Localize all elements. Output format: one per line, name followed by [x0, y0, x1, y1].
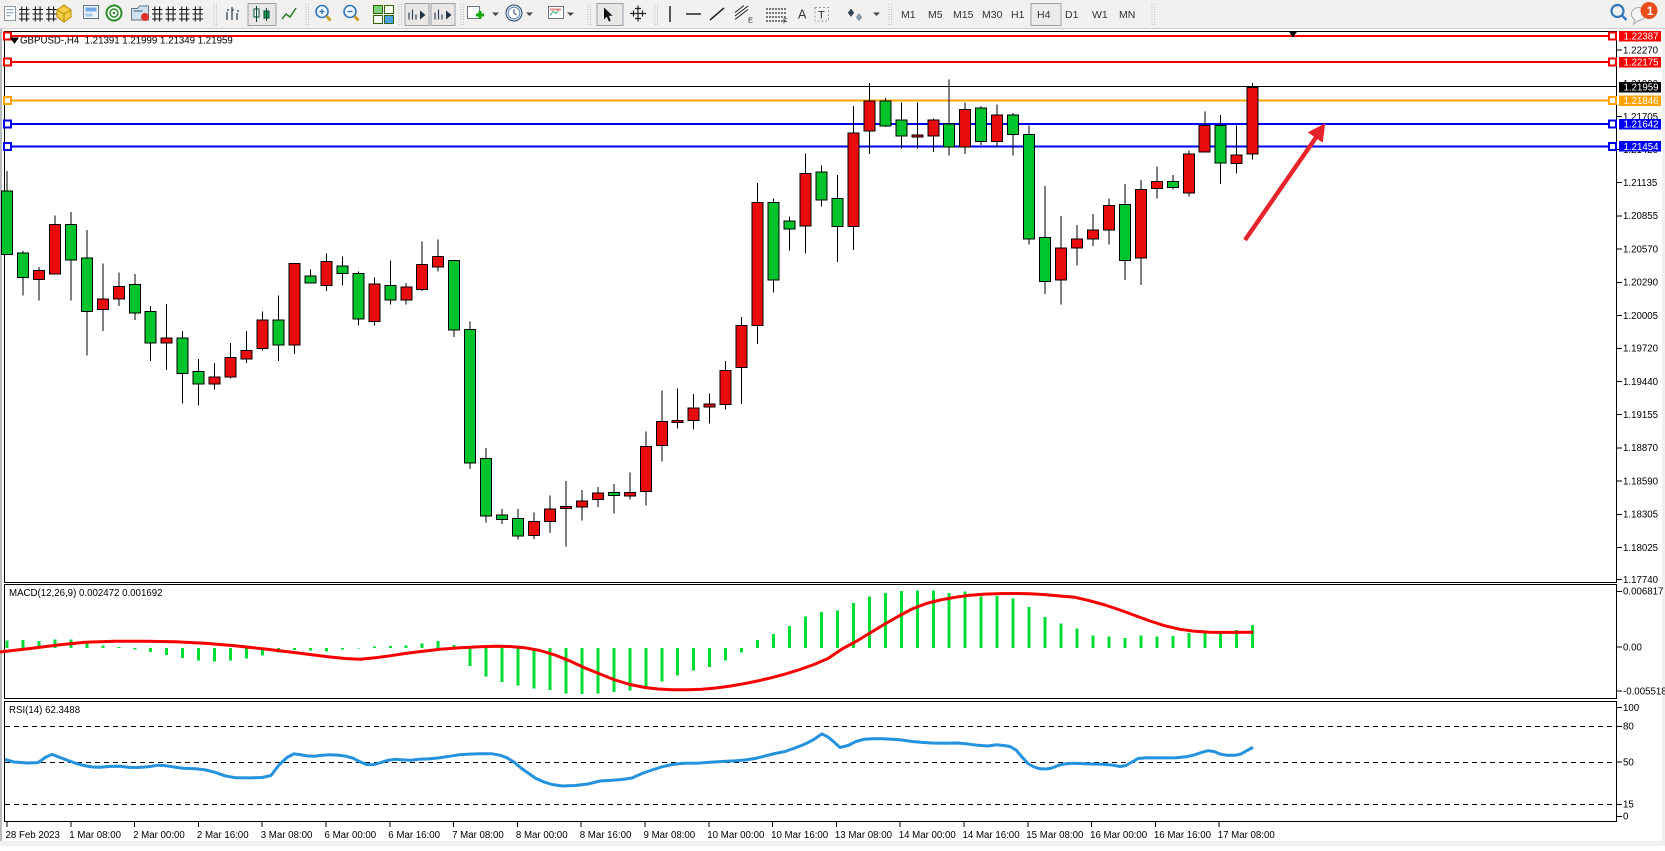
svg-text:80: 80 [1623, 722, 1634, 733]
svg-text:0.00: 0.00 [1623, 643, 1642, 654]
svg-text:M5: M5 [928, 9, 943, 21]
svg-text:50: 50 [1623, 757, 1634, 768]
svg-text:1.20855: 1.20855 [1623, 211, 1658, 222]
svg-text:9 Mar 08:00: 9 Mar 08:00 [644, 830, 696, 841]
svg-text:T: T [818, 10, 825, 22]
svg-text:16 Mar 16:00: 16 Mar 16:00 [1154, 830, 1212, 841]
svg-text:10 Mar 00:00: 10 Mar 00:00 [707, 830, 765, 841]
svg-text:MACD(12,26,9) 0.002472 0.00169: MACD(12,26,9) 0.002472 0.001692 [9, 588, 163, 599]
svg-text:1.19440: 1.19440 [1623, 377, 1659, 388]
svg-text:F: F [783, 17, 788, 26]
svg-text:8 Mar 16:00: 8 Mar 16:00 [580, 830, 632, 841]
svg-text:13 Mar 08:00: 13 Mar 08:00 [835, 830, 893, 841]
svg-text:M15: M15 [953, 9, 974, 21]
svg-text:1: 1 [1647, 4, 1654, 18]
svg-text:2 Mar 00:00: 2 Mar 00:00 [133, 830, 185, 841]
svg-text:1.18590: 1.18590 [1623, 476, 1659, 487]
svg-text:1.20290: 1.20290 [1623, 278, 1659, 289]
svg-text:1.17740: 1.17740 [1623, 575, 1659, 586]
svg-text:1.22270: 1.22270 [1623, 45, 1659, 56]
svg-text:16 Mar 00:00: 16 Mar 00:00 [1090, 830, 1148, 841]
svg-text:H1: H1 [1011, 9, 1025, 21]
svg-text:MN: MN [1119, 9, 1135, 21]
svg-text:14 Mar 16:00: 14 Mar 16:00 [963, 830, 1021, 841]
svg-text:8 Mar 00:00: 8 Mar 00:00 [516, 830, 568, 841]
svg-text:10 Mar 16:00: 10 Mar 16:00 [771, 830, 829, 841]
svg-text:14 Mar 00:00: 14 Mar 00:00 [899, 830, 957, 841]
svg-text:15 Mar 08:00: 15 Mar 08:00 [1026, 830, 1084, 841]
svg-text:1.20005: 1.20005 [1623, 311, 1658, 322]
svg-text:1 Mar 08:00: 1 Mar 08:00 [69, 830, 121, 841]
svg-text:M30: M30 [982, 9, 1003, 21]
svg-text:1.21135: 1.21135 [1623, 178, 1657, 189]
svg-text:6 Mar 16:00: 6 Mar 16:00 [388, 830, 440, 841]
svg-text:1.19155: 1.19155 [1623, 410, 1658, 421]
svg-text:GBPUSD-,H4 1.21391 1.21999 1.: GBPUSD-,H4 1.21391 1.21999 1.21349 1.219… [20, 36, 233, 47]
svg-text:0: 0 [1623, 812, 1629, 823]
svg-text:W1: W1 [1092, 9, 1108, 21]
svg-text:1.20570: 1.20570 [1623, 244, 1659, 255]
svg-text:1.21959: 1.21959 [1624, 83, 1659, 94]
svg-text:E: E [748, 16, 753, 25]
svg-text:2 Mar 16:00: 2 Mar 16:00 [197, 830, 249, 841]
svg-text:15: 15 [1623, 800, 1634, 811]
svg-text:1.21454: 1.21454 [1624, 142, 1660, 153]
svg-text:1.22175: 1.22175 [1624, 58, 1659, 69]
svg-text:7 Mar 08:00: 7 Mar 08:00 [452, 830, 504, 841]
svg-text:1.18305: 1.18305 [1623, 510, 1658, 521]
svg-text:1.22387: 1.22387 [1624, 32, 1659, 43]
svg-text:1.21642: 1.21642 [1624, 120, 1659, 131]
svg-text:1.18025: 1.18025 [1623, 543, 1658, 554]
svg-text:RSI(14) 62.3488: RSI(14) 62.3488 [9, 705, 80, 716]
svg-text:17 Mar 08:00: 17 Mar 08:00 [1218, 830, 1276, 841]
svg-text:6 Mar 00:00: 6 Mar 00:00 [325, 830, 377, 841]
svg-text:M1: M1 [901, 9, 916, 21]
svg-text:1.19720: 1.19720 [1623, 344, 1659, 355]
svg-text:28 Feb 2023: 28 Feb 2023 [6, 830, 60, 841]
svg-text:1.21846: 1.21846 [1624, 96, 1659, 107]
svg-text:1.18870: 1.18870 [1623, 443, 1659, 454]
svg-text:100: 100 [1623, 703, 1640, 714]
svg-text:1.21705: 1.21705 [1623, 112, 1658, 123]
svg-text:A: A [798, 8, 807, 22]
svg-text:D1: D1 [1065, 9, 1079, 21]
svg-text:3 Mar 08:00: 3 Mar 08:00 [261, 830, 313, 841]
svg-text:H4: H4 [1037, 9, 1051, 21]
svg-text:0.006817: 0.006817 [1623, 587, 1663, 598]
svg-text:-0.005518: -0.005518 [1623, 686, 1665, 697]
